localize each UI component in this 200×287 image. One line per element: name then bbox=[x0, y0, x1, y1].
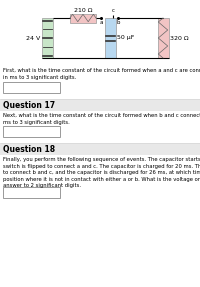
Text: 24 V: 24 V bbox=[26, 36, 40, 40]
Text: c: c bbox=[112, 8, 114, 13]
Bar bbox=[42, 18, 52, 58]
Text: Question 18: Question 18 bbox=[3, 145, 55, 154]
Text: 210 Ω: 210 Ω bbox=[74, 8, 92, 13]
Bar bbox=[0, 144, 200, 155]
Text: b: b bbox=[116, 20, 120, 24]
Bar bbox=[3, 82, 60, 93]
Text: First, what is the time constant of the circuit formed when a and c are connecte: First, what is the time constant of the … bbox=[3, 68, 200, 79]
Text: a: a bbox=[99, 20, 103, 24]
Text: Next, what is the time constant of the circuit formed when b and c connected? Gi: Next, what is the time constant of the c… bbox=[3, 113, 200, 125]
Text: Finally, you perform the following sequence of events. The capacitor starts unch: Finally, you perform the following seque… bbox=[3, 157, 200, 188]
Bar bbox=[3, 187, 60, 198]
Bar bbox=[70, 13, 96, 22]
Bar bbox=[0, 100, 200, 111]
Bar bbox=[158, 18, 168, 58]
Text: 320 Ω: 320 Ω bbox=[170, 36, 189, 40]
Bar bbox=[3, 126, 60, 137]
Text: Question 17: Question 17 bbox=[3, 101, 55, 110]
Bar bbox=[104, 18, 116, 58]
Text: 50 μF: 50 μF bbox=[117, 36, 134, 40]
